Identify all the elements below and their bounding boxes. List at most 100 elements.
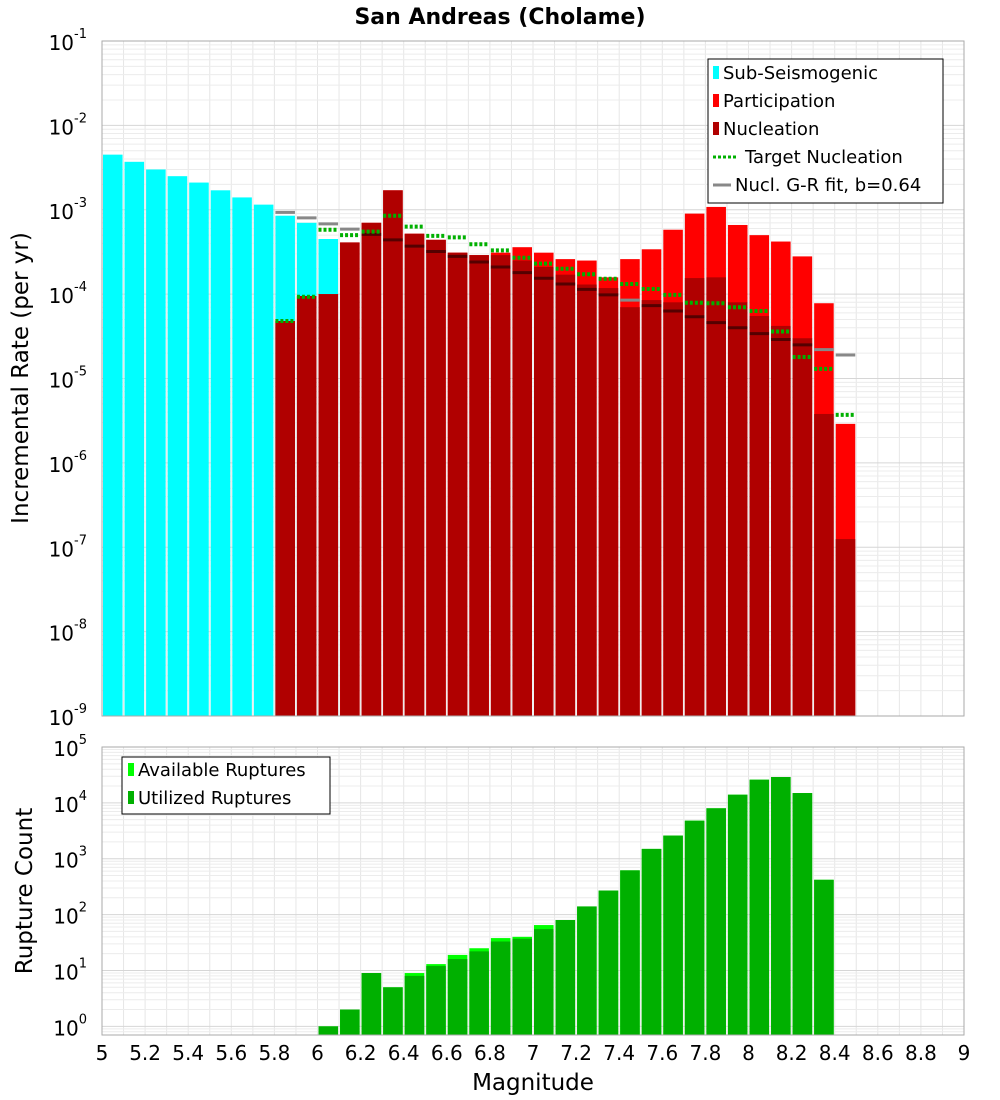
nucleation-bar [577, 284, 597, 716]
nucleation-bar [383, 190, 403, 716]
top-y-tick-label: 10-7 [49, 533, 87, 561]
nucleation-bar [641, 300, 662, 716]
nucleation-bar [684, 278, 705, 716]
top-bars [103, 154, 856, 717]
bottom-y-tick-label: 103 [53, 845, 87, 873]
utilized-ruptures-bar [512, 938, 532, 1035]
top-y-tick-label: 10-5 [49, 365, 87, 393]
x-tick-label: 6.4 [388, 1041, 420, 1065]
nucleation-bar [727, 302, 748, 716]
sub-seismogenic-bar [253, 204, 274, 717]
nucleation-bar [792, 338, 813, 716]
bottom-bars [318, 777, 834, 1035]
nucleation-bar [469, 255, 489, 716]
x-tick-label: 7 [527, 1041, 540, 1065]
nucleation-bar [835, 539, 856, 716]
legend-label: Available Ruptures [138, 760, 306, 781]
sub-seismogenic-bar [124, 161, 145, 716]
x-tick-labels: 5 5.2 5.4 5.6 5.8 6 6.2 6.4 6.6 6.8 7 7.2 7.4 7.6 7.8 8… [96, 1041, 971, 1065]
x-tick-label: 7.8 [689, 1041, 721, 1065]
utilized-ruptures-bar [404, 975, 425, 1035]
x-tick-label: 7.4 [603, 1041, 635, 1065]
utilized-ruptures-bar [814, 879, 834, 1035]
bottom-y-tick-label: 102 [53, 901, 87, 929]
x-tick-label: 6.6 [431, 1041, 463, 1065]
legend-label: Nucl. G-R fit, b=0.64 [735, 175, 921, 196]
utilized-ruptures-bar [577, 906, 597, 1035]
top-y-tick-label: 10-9 [49, 702, 87, 730]
x-tick-label: 5.2 [129, 1041, 161, 1065]
nucleation-bar [814, 413, 834, 716]
nucleation-bar [447, 252, 468, 716]
utilized-ruptures-bar [490, 941, 511, 1035]
x-axis-label: Magnitude [472, 1070, 594, 1096]
utilized-ruptures-bar [771, 777, 791, 1035]
x-tick-label: 5.8 [258, 1041, 290, 1065]
nucleation-bar [771, 325, 791, 716]
top-legend: Sub-Seismogenic Participation Nucleation Ta… [707, 58, 944, 204]
nucleation-bar [555, 274, 576, 716]
x-tick-label: 6.2 [345, 1041, 377, 1065]
nucleation-bar [706, 277, 726, 716]
nucleation-bar [404, 233, 425, 716]
utilized-ruptures-bar [469, 951, 489, 1035]
nucleation-bar [490, 255, 511, 716]
x-tick-label: 6 [311, 1041, 324, 1065]
top-y-axis-label: Incremental Rate (per yr) [8, 232, 34, 524]
utilized-ruptures-bar [318, 1026, 339, 1035]
x-tick-label: 8.8 [905, 1041, 937, 1065]
bottom-plot-frame [101, 746, 965, 1036]
sub-seismogenic-bar [146, 169, 166, 716]
utilized-ruptures-bar [620, 870, 640, 1035]
utilized-ruptures-bar [598, 890, 619, 1035]
legend-swatch [713, 122, 719, 135]
bottom-legend: Available Ruptures Utilized Ruptures [121, 756, 331, 815]
nucleation-bar [426, 239, 446, 716]
legend-label: Target Nucleation [744, 147, 903, 168]
x-tick-label: 5 [96, 1041, 109, 1065]
sub-seismogenic-bar [103, 154, 123, 716]
x-tick-label: 8.2 [776, 1041, 808, 1065]
nucleation-bar [361, 222, 382, 716]
chart-title: San Andreas (Cholame) [354, 5, 645, 30]
utilized-ruptures-bar [684, 820, 705, 1035]
nucleation-bar [620, 307, 640, 716]
sub-seismogenic-bar [210, 190, 231, 716]
utilized-ruptures-bar [792, 793, 813, 1035]
legend-swatch [128, 791, 134, 804]
bottom-y-tick-label: 101 [53, 956, 87, 984]
top-y-tick-label: 10-8 [49, 618, 87, 646]
bottom-y-tick-label: 100 [53, 1012, 87, 1040]
bottom-y-tick-labels: 100 101 102 103 104 105 [53, 733, 87, 1040]
top-y-tick-label: 10-3 [49, 196, 87, 224]
legend-label: Participation [723, 91, 835, 112]
x-tick-label: 5.4 [172, 1041, 204, 1065]
utilized-ruptures-bar [361, 973, 382, 1035]
top-marks [275, 210, 856, 417]
nucleation-bar [512, 260, 532, 716]
bottom-y-axis-label: Rupture Count [12, 808, 38, 974]
utilized-ruptures-bar [706, 808, 726, 1035]
legend-swatch [713, 94, 719, 107]
nucleation-bar [663, 302, 683, 716]
x-tick-label: 8 [742, 1041, 755, 1065]
utilized-ruptures-bar [340, 1009, 360, 1035]
legend-label: Nucleation [723, 119, 819, 140]
nucleation-bar [296, 296, 317, 716]
top-y-tick-label: 10-2 [49, 111, 87, 139]
utilized-ruptures-bar [383, 987, 403, 1035]
x-tick-label: 8.6 [862, 1041, 894, 1065]
nucleation-bar [275, 321, 295, 716]
x-tick-label: 8.4 [819, 1041, 851, 1065]
utilized-ruptures-bar [555, 920, 576, 1035]
legend-swatch [128, 763, 134, 776]
x-tick-label: 9 [958, 1041, 971, 1065]
x-tick-label: 5.6 [215, 1041, 247, 1065]
utilized-ruptures-bar [426, 966, 446, 1035]
bottom-legend-box [121, 756, 331, 815]
legend-label: Sub-Seismogenic [723, 63, 878, 84]
utilized-ruptures-bar [663, 835, 683, 1035]
nucleation-bar [340, 242, 360, 716]
nucleation-bar [598, 288, 619, 716]
